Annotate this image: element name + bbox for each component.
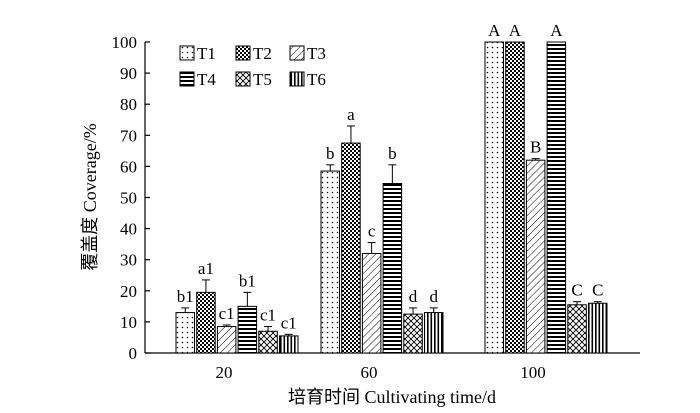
bar-T5-60 xyxy=(403,313,423,354)
bar-T6-20 xyxy=(279,335,299,354)
x-tick-label: 20 xyxy=(216,363,233,382)
y-tick-label: 80 xyxy=(120,95,137,114)
legend-swatch-T3 xyxy=(289,45,305,61)
bar-T5-20 xyxy=(258,330,278,354)
bar-T5-100 xyxy=(567,304,587,354)
legend-label-T4: T4 xyxy=(197,70,216,89)
bar-T1-60 xyxy=(320,170,340,354)
significance-label: B xyxy=(530,138,541,157)
significance-label: a xyxy=(347,105,355,124)
significance-label: A xyxy=(488,21,501,40)
bar-T4-60 xyxy=(382,183,403,354)
legend-label-T2: T2 xyxy=(253,44,272,63)
legend-swatch-T2 xyxy=(235,45,251,61)
significance-label: b xyxy=(326,144,335,163)
y-tick-label: 90 xyxy=(120,64,137,83)
x-tick-label: 100 xyxy=(520,363,546,382)
legend-label-T5: T5 xyxy=(253,70,272,89)
bar-T3-60 xyxy=(361,252,382,354)
significance-label: c1 xyxy=(219,304,235,323)
bar-T2-100 xyxy=(505,41,525,354)
bar-T2-60 xyxy=(341,142,361,354)
y-ticks: 0 10 20 30 40 50 60 70 80 90 100 xyxy=(112,33,150,363)
significance-label: d xyxy=(409,287,418,306)
y-axis-title: 覆盖度 Coverage/% xyxy=(80,123,100,270)
bar-T6-60 xyxy=(424,312,444,354)
bar-T4-100 xyxy=(546,41,567,354)
bar-T2-20 xyxy=(196,291,216,354)
legend-swatch-T5 xyxy=(235,71,251,87)
x-ticks: 20 60 100 xyxy=(216,363,546,382)
significance-label: c xyxy=(368,222,376,241)
significance-label: c1 xyxy=(260,306,276,325)
legend: T1 T2 T3 T4 T5 T6 xyxy=(179,44,326,89)
y-tick-label: 70 xyxy=(120,126,137,145)
y-tick-label: 50 xyxy=(120,189,137,208)
legend-swatch-T6 xyxy=(289,71,305,87)
bar-T1-100 xyxy=(484,41,504,354)
significance-label: C xyxy=(592,281,603,300)
bar-T3-100 xyxy=(525,159,546,354)
x-axis-title: 培育时间 Cultivating time/d xyxy=(288,387,496,407)
significance-label: a1 xyxy=(198,259,214,278)
bars: b1 b Aa1 a Ac1 c Bb1 b Ac1 d Cc1 d C xyxy=(175,21,608,354)
significance-label: A xyxy=(550,21,563,40)
legend-swatch-T4 xyxy=(179,71,195,87)
bar-T3-20 xyxy=(216,326,237,354)
significance-label: d xyxy=(430,287,439,306)
y-tick-label: 20 xyxy=(120,282,137,301)
bar-T1-20 xyxy=(175,312,195,354)
legend-label-T6: T6 xyxy=(307,70,326,89)
y-tick-label: 0 xyxy=(129,344,138,363)
y-tick-label: 10 xyxy=(120,313,137,332)
y-tick-label: 40 xyxy=(120,220,137,239)
significance-label: b1 xyxy=(239,271,256,290)
bar-T6-100 xyxy=(588,302,608,354)
y-tick-label: 100 xyxy=(112,33,138,52)
legend-swatch-T1 xyxy=(179,45,195,61)
significance-label: b xyxy=(388,144,397,163)
significance-label: b1 xyxy=(177,287,194,306)
significance-label: C xyxy=(571,281,582,300)
significance-label: A xyxy=(509,21,522,40)
legend-label-T3: T3 xyxy=(307,44,326,63)
y-tick-label: 60 xyxy=(120,157,137,176)
significance-label: c1 xyxy=(281,313,297,332)
y-tick-label: 30 xyxy=(120,251,137,270)
legend-label-T1: T1 xyxy=(197,44,216,63)
bar-T4-20 xyxy=(237,305,258,354)
x-tick-label: 60 xyxy=(361,363,378,382)
